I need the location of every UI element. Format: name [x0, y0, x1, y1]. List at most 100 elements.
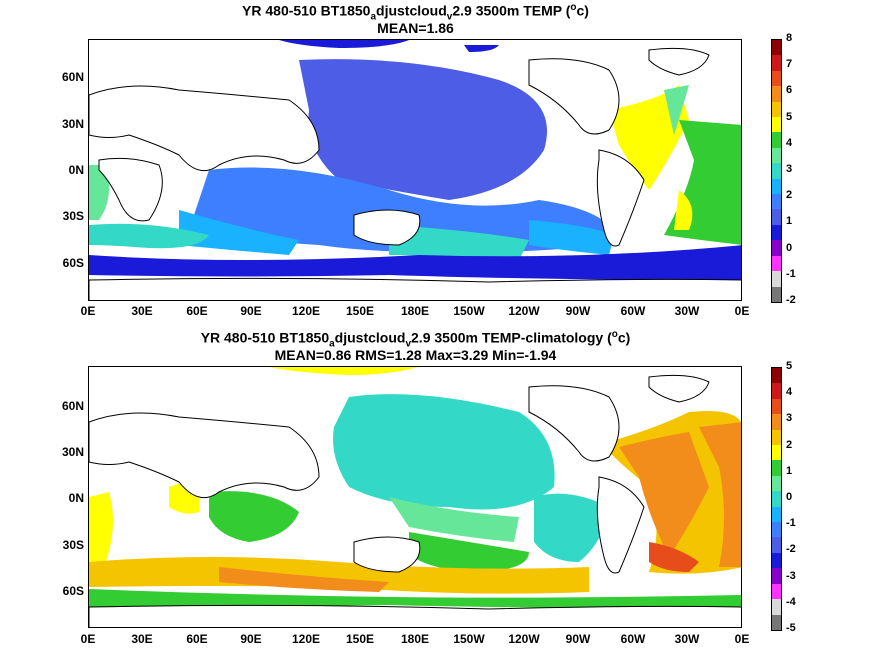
map1-xlabel: 0E: [734, 304, 750, 318]
colorbar-swatch: [772, 147, 781, 164]
colorbar-swatch: [772, 568, 781, 584]
colorbar-label: 1: [786, 464, 793, 477]
map1-xlabel: 120W: [508, 304, 540, 318]
colorbar-label: 7: [786, 58, 793, 71]
map2-xlabel: 120E: [291, 632, 321, 646]
map1-xlabel: 60E: [186, 304, 208, 318]
map1-ylabel-60n: 60N: [61, 70, 84, 84]
colorbar-label: 3: [786, 412, 793, 425]
map1-xlabel: 90W: [565, 304, 591, 318]
map2-xlabel: 120W: [508, 632, 540, 646]
colorbar-label: 4: [786, 386, 793, 399]
map1-subtitle: MEAN=1.86: [377, 20, 454, 36]
colorbar-swatch: [772, 414, 781, 430]
colorbar-swatch: [772, 224, 781, 241]
map1-field: [89, 40, 741, 300]
map2-xlabel: 0E: [734, 632, 750, 646]
map1-xlabel: 60W: [620, 304, 646, 318]
map1-xlabel: 120E: [291, 304, 321, 318]
colorbar-swatch: [772, 599, 781, 615]
colorbar-label: -5: [786, 622, 796, 634]
map1-xlabel: 30E: [131, 304, 153, 318]
colorbar-label: 8: [786, 32, 793, 44]
map2-xlabel: 150W: [453, 632, 485, 646]
map1-title: YR 480-510 BT1850adjustcloudv2.9 3500m T…: [242, 2, 589, 23]
colorbar-swatch: [772, 240, 781, 256]
colorbar-swatch: [772, 552, 781, 569]
colorbar-swatch: [772, 491, 781, 507]
colorbar-label: -4: [786, 595, 796, 608]
map2-ylabel-30s: 30S: [62, 538, 84, 552]
map1-panel: [88, 39, 742, 301]
map2-ylabel-30n: 30N: [61, 445, 84, 459]
colorbar-label: 2: [786, 438, 793, 451]
colorbar-swatch: [772, 475, 781, 492]
colorbar-swatch: [772, 271, 781, 287]
colorbar-swatch: [772, 368, 781, 384]
colorbar-swatch: [772, 522, 781, 538]
colorbar-swatch: [772, 55, 781, 71]
colorbar-swatch: [772, 255, 781, 272]
colorbar-swatch: [772, 40, 781, 56]
colorbar-label: -3: [786, 569, 796, 582]
map2-field: [89, 367, 741, 627]
colorbar-label: 0: [786, 491, 793, 503]
map2-ylabel-0n: 0N: [68, 491, 84, 505]
map2-xlabel: 90E: [240, 632, 262, 646]
map2-xlabel: 150E: [345, 632, 375, 646]
map1-ylabel-0n: 0N: [68, 163, 84, 177]
map1-xlabel: 180E: [400, 304, 430, 318]
colorbar-swatch: [772, 383, 781, 399]
colorbar-label: -2: [786, 543, 796, 556]
colorbar-swatch: [772, 86, 781, 102]
map1-xlabel: 150W: [453, 304, 485, 318]
map2-xlabel: 30W: [674, 632, 700, 646]
colorbar-swatch: [772, 398, 781, 415]
map1-ylabel-60s: 60S: [62, 256, 84, 270]
colorbar-label: -2: [786, 294, 796, 306]
colorbar-swatch: [772, 445, 781, 461]
map1-xlabel: 150E: [345, 304, 375, 318]
map2-subtitle: MEAN=0.86 RMS=1.28 Max=3.29 Min=-1.94: [274, 347, 557, 363]
colorbar-swatch: [772, 101, 781, 118]
colorbar-label: -1: [786, 267, 796, 280]
map2-xlabel: 30E: [131, 632, 153, 646]
colorbar-swatch: [772, 506, 781, 523]
colorbar-swatch: [772, 117, 781, 133]
colorbar-label: 6: [786, 84, 793, 97]
colorbar-swatch: [772, 70, 781, 87]
colorbar-swatch: [772, 537, 781, 553]
colorbar-swatch: [772, 194, 781, 210]
map1-colorbar: [771, 39, 782, 303]
colorbar-label: 4: [786, 136, 793, 149]
colorbar-swatch: [772, 178, 781, 195]
colorbar-label: 2: [786, 189, 793, 202]
colorbar-label: 5: [786, 110, 793, 123]
colorbar-swatch: [772, 614, 781, 630]
map1-xlabel: 30W: [674, 304, 700, 318]
map2-xlabel: 90W: [565, 632, 591, 646]
map2-xlabel: 60W: [620, 632, 646, 646]
map2-ylabel-60s: 60S: [62, 584, 84, 598]
map1-ylabel-30n: 30N: [61, 117, 84, 131]
colorbar-label: 1: [786, 215, 793, 228]
colorbar-swatch: [772, 132, 781, 148]
map2-title: YR 480-510 BT1850adjustcloudv2.9 3500m T…: [200, 329, 631, 350]
colorbar-swatch: [772, 286, 781, 302]
colorbar-swatch: [772, 429, 781, 446]
colorbar-swatch: [772, 163, 781, 179]
map2-xlabel: 0E: [80, 632, 96, 646]
colorbar-label: 5: [786, 360, 793, 372]
colorbar-label: -1: [786, 517, 796, 530]
colorbar-swatch: [772, 583, 781, 600]
colorbar-label: 3: [786, 163, 793, 175]
map2-xlabel: 60E: [186, 632, 208, 646]
map1-xlabel: 90E: [240, 304, 262, 318]
colorbar-swatch: [772, 209, 781, 225]
map1-ylabel-30s: 30S: [62, 209, 84, 223]
map1-xlabel: 0E: [80, 304, 96, 318]
map2-colorbar: [771, 367, 782, 631]
map2-panel: [88, 366, 742, 628]
colorbar-label: 0: [786, 241, 793, 254]
map2-xlabel: 180E: [400, 632, 430, 646]
